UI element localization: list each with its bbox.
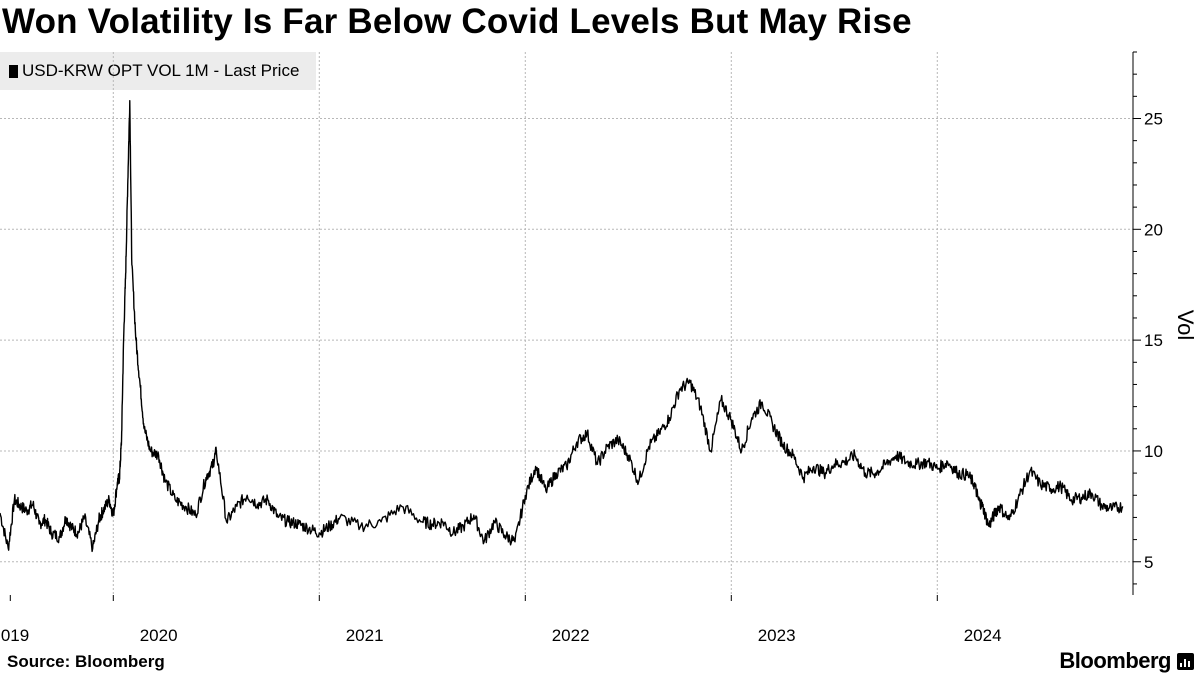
chart-title: Won Volatility Is Far Below Covid Levels… <box>2 2 912 41</box>
x-tick-label: 2019 <box>0 626 29 645</box>
y-tick-label: 5 <box>1144 553 1153 572</box>
x-tick-label: 2021 <box>346 626 384 645</box>
legend-swatch <box>9 64 18 78</box>
x-tick-label: 2024 <box>964 626 1002 645</box>
bloomberg-icon <box>1177 652 1194 670</box>
brand-name: Bloomberg <box>1059 648 1171 673</box>
legend: USD-KRW OPT VOL 1M - Last Price <box>0 52 316 90</box>
y-tick-label: 25 <box>1144 109 1163 128</box>
y-tick-label: 15 <box>1144 331 1163 350</box>
y-tick-label: 20 <box>1144 220 1163 239</box>
y-tick-label: 10 <box>1144 442 1163 461</box>
x-tick-label: 2023 <box>758 626 796 645</box>
series-line <box>0 100 1124 553</box>
y-axis-label: Vol <box>1173 310 1198 341</box>
brand-logo: Bloomberg <box>1059 648 1194 674</box>
legend-label: USD-KRW OPT VOL 1M - Last Price <box>22 61 300 80</box>
gridlines <box>0 52 1133 595</box>
y-axis: 5 10 15 20 25 <box>1132 51 1163 595</box>
x-axis: 2019 2020 2021 2022 2023 2024 <box>0 595 1002 645</box>
series-group <box>0 100 1124 553</box>
x-tick-label: 2020 <box>140 626 178 645</box>
source-note: Source: Bloomberg <box>7 652 165 671</box>
x-tick-label: 2022 <box>552 626 590 645</box>
